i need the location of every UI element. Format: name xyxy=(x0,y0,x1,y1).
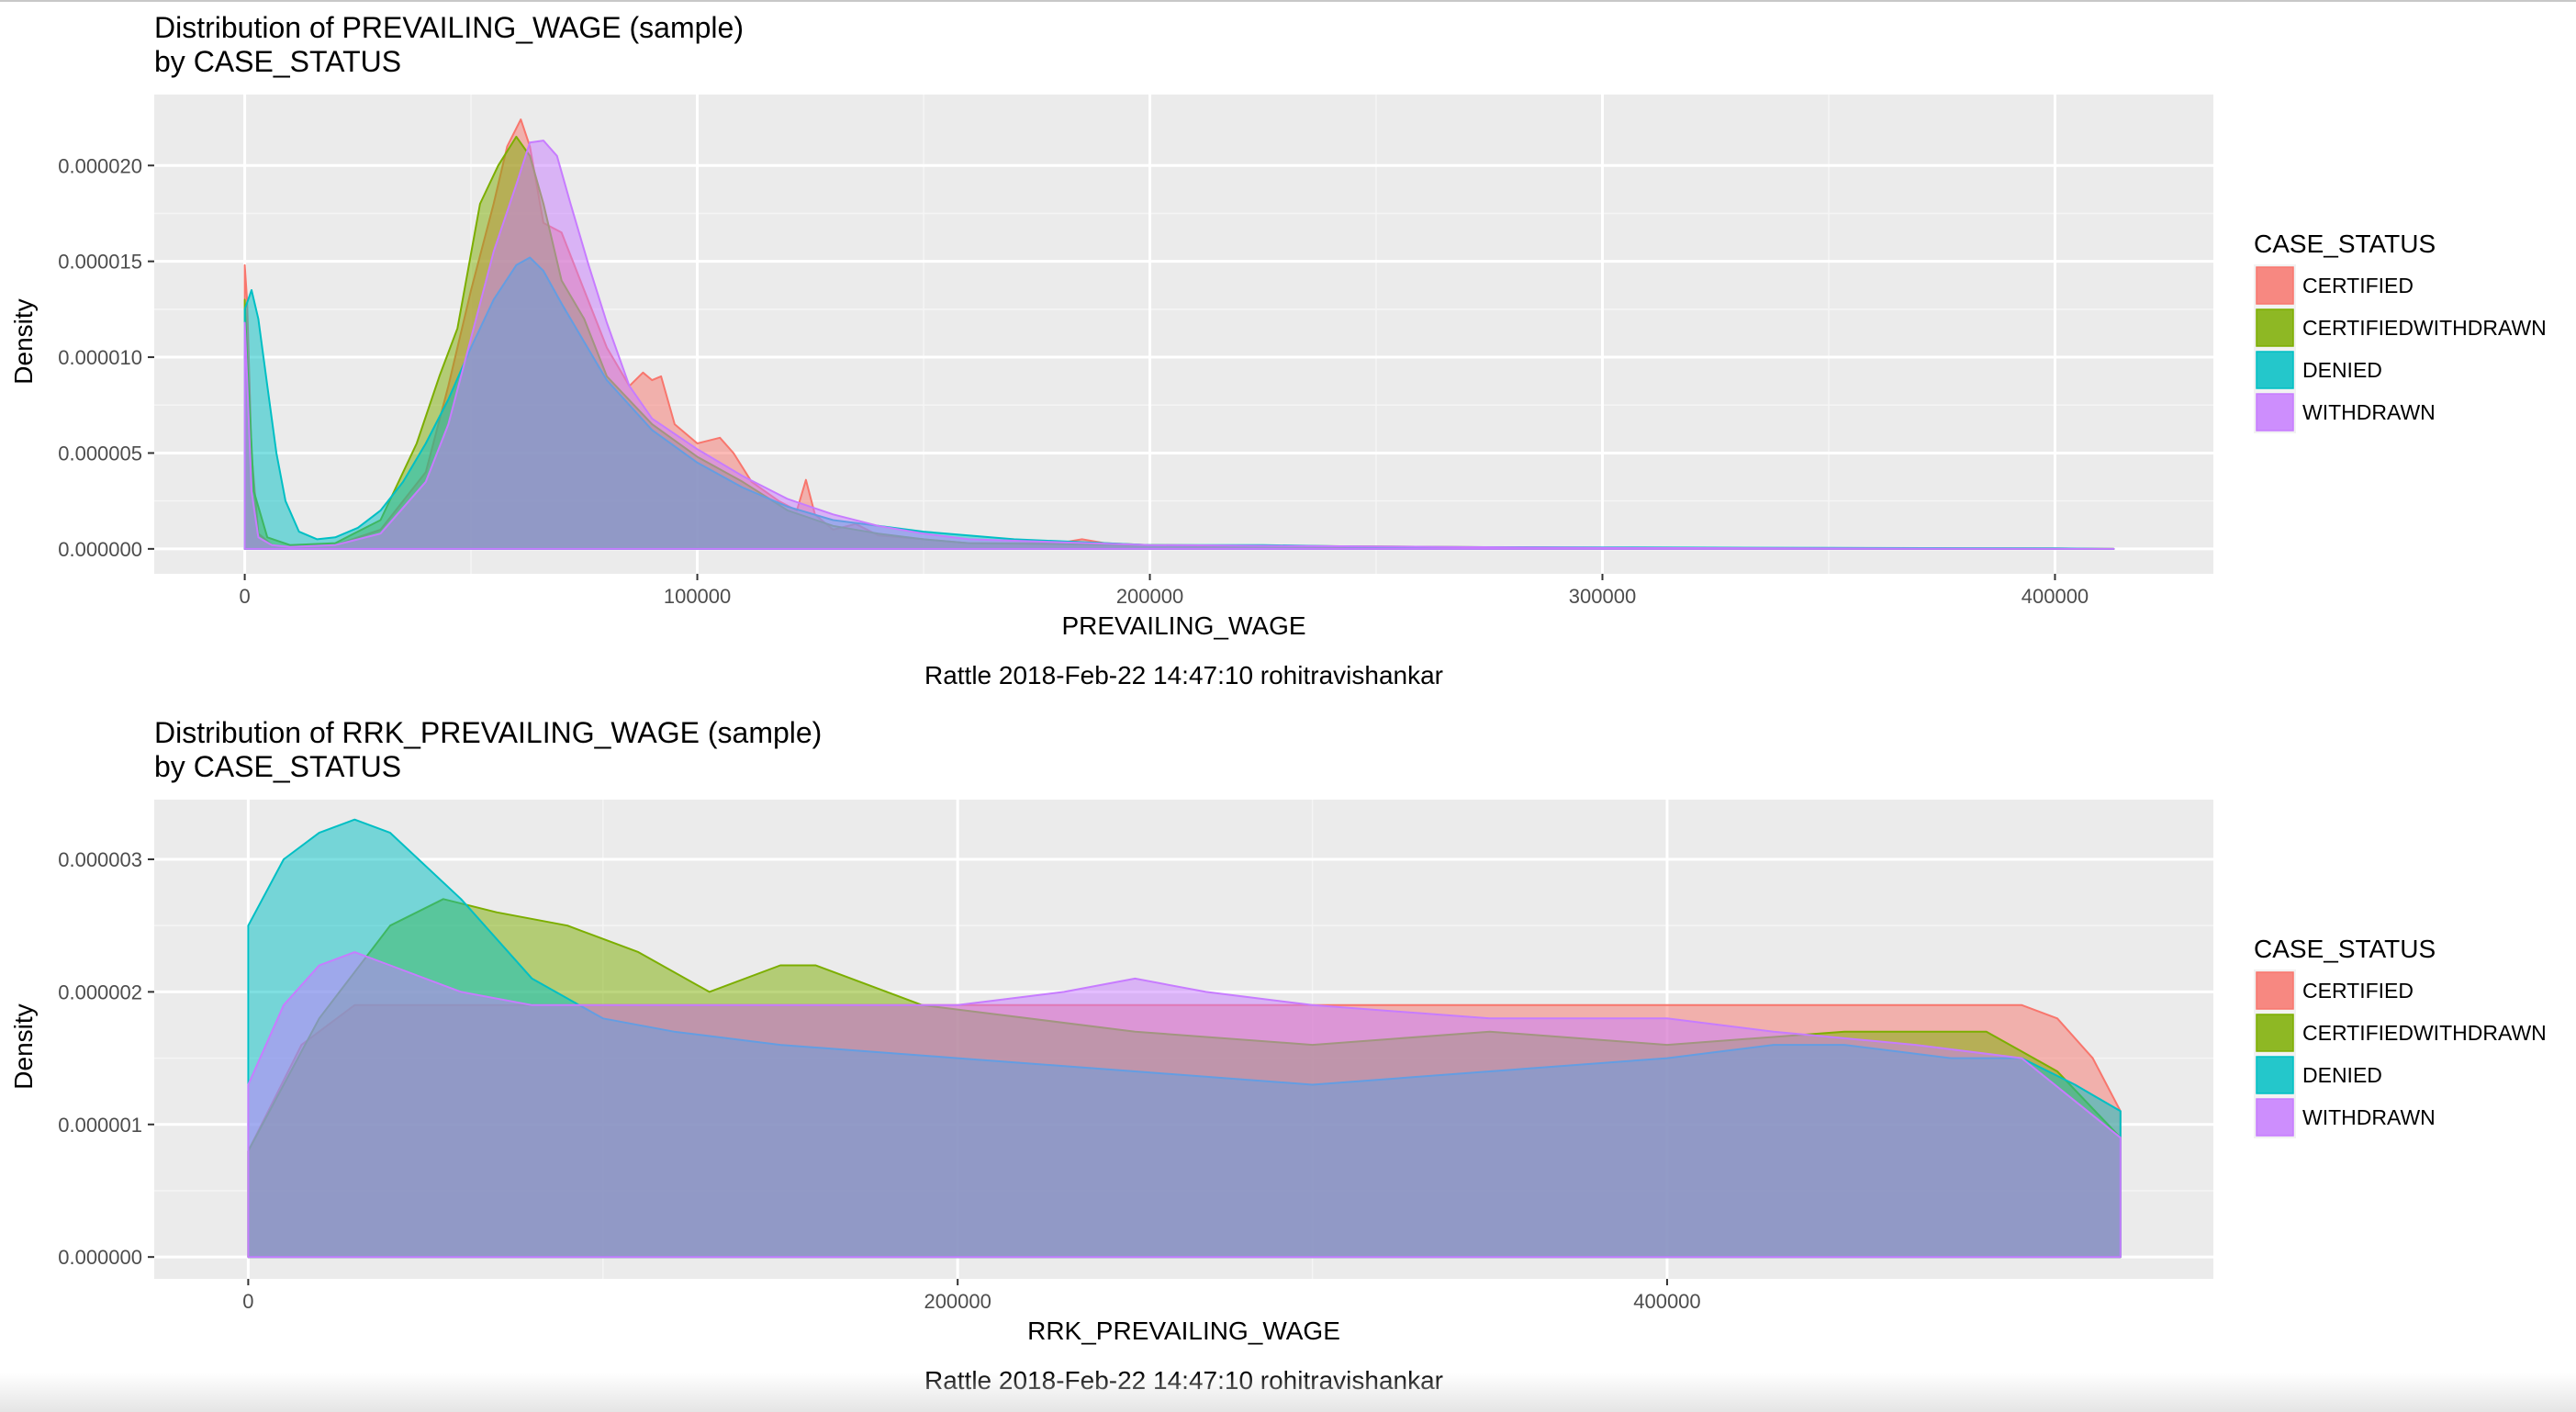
y-tick-label: 0.000015 xyxy=(58,251,142,274)
chart-caption: Rattle 2018-Feb-22 14:47:10 rohitravisha… xyxy=(924,661,1443,689)
x-tick-label: 100000 xyxy=(664,585,731,608)
legend-swatch xyxy=(2256,1056,2294,1094)
legend: CASE_STATUS CERTIFIED CERTIFIEDWITHDRAWN DE… xyxy=(2254,935,2547,1138)
legend-label: CERTIFIEDWITHDRAWN xyxy=(2302,1021,2547,1045)
y-tick-label: 0.000000 xyxy=(58,538,142,561)
y-tick-label: 0.000000 xyxy=(58,1246,142,1269)
legend-swatch xyxy=(2256,393,2294,431)
legend-label: DENIED xyxy=(2302,1063,2382,1087)
chart-subtitle: by CASE_STATUS xyxy=(154,45,401,78)
legend-item-withdrawn: WITHDRAWN xyxy=(2254,1096,2436,1138)
y-tick-label: 0.000005 xyxy=(58,442,142,465)
legend-label: CERTIFIEDWITHDRAWN xyxy=(2302,316,2547,340)
legend: CASE_STATUS CERTIFIED CERTIFIEDWITHDRAWN DE… xyxy=(2254,230,2547,433)
legend-label: WITHDRAWN xyxy=(2302,400,2436,424)
legend-label: WITHDRAWN xyxy=(2302,1105,2436,1129)
x-tick-label: 0 xyxy=(242,1290,253,1313)
window-top-border xyxy=(0,0,2576,2)
legend-swatch xyxy=(2256,1014,2294,1052)
legend-item-denied: DENIED xyxy=(2254,1054,2382,1096)
legend-item-certifiedwithdrawn: CERTIFIEDWITHDRAWN xyxy=(2254,1012,2547,1054)
legend-item-certified: CERTIFIED xyxy=(2254,969,2414,1012)
legend-swatch xyxy=(2256,308,2294,347)
density-area-withdrawn xyxy=(243,140,2115,550)
chart-caption: Rattle 2018-Feb-22 14:47:10 rohitravisha… xyxy=(924,1366,1443,1395)
chart-2: Distribution of RRK_PREVAILING_WAGE (sam… xyxy=(9,716,2547,1395)
legend-item-certifiedwithdrawn: CERTIFIEDWITHDRAWN xyxy=(2254,307,2547,349)
legend-swatch xyxy=(2256,351,2294,389)
y-tick-label: 0.000003 xyxy=(58,848,142,871)
legend-label: CERTIFIED xyxy=(2302,274,2414,297)
legend-label: CERTIFIED xyxy=(2302,979,2414,1003)
y-tick-label: 0.000001 xyxy=(58,1114,142,1137)
y-axis-label: Density xyxy=(9,298,38,384)
chart-subtitle: by CASE_STATUS xyxy=(154,750,401,783)
x-tick-label: 0 xyxy=(239,585,250,608)
chart-1: Distribution of PREVAILING_WAGE (sample)… xyxy=(9,11,2547,689)
legend-title: CASE_STATUS xyxy=(2254,935,2436,963)
x-tick-label: 300000 xyxy=(1569,585,1636,608)
x-tick-label: 200000 xyxy=(924,1290,991,1313)
legend-item-certified: CERTIFIED xyxy=(2254,264,2414,307)
chart-title: Distribution of RRK_PREVAILING_WAGE (sam… xyxy=(154,716,822,749)
x-axis-label: RRK_PREVAILING_WAGE xyxy=(1027,1317,1340,1345)
chart-title: Distribution of PREVAILING_WAGE (sample) xyxy=(154,11,744,44)
y-tick-label: 0.000010 xyxy=(58,346,142,369)
legend-item-denied: DENIED xyxy=(2254,349,2382,391)
y-axis-label: Density xyxy=(9,1003,38,1089)
legend-item-withdrawn: WITHDRAWN xyxy=(2254,391,2436,433)
legend-title: CASE_STATUS xyxy=(2254,230,2436,258)
legend-swatch xyxy=(2256,1098,2294,1137)
x-tick-label: 400000 xyxy=(2022,585,2089,608)
legend-swatch xyxy=(2256,266,2294,305)
x-axis-label: PREVAILING_WAGE xyxy=(1061,611,1305,640)
density-area-withdrawn xyxy=(247,951,2122,1259)
y-tick-label: 0.000002 xyxy=(58,981,142,1003)
y-tick-label: 0.000020 xyxy=(58,154,142,177)
legend-label: DENIED xyxy=(2302,358,2382,382)
x-tick-label: 400000 xyxy=(1633,1290,1700,1313)
x-tick-label: 200000 xyxy=(1116,585,1183,608)
legend-swatch xyxy=(2256,971,2294,1010)
